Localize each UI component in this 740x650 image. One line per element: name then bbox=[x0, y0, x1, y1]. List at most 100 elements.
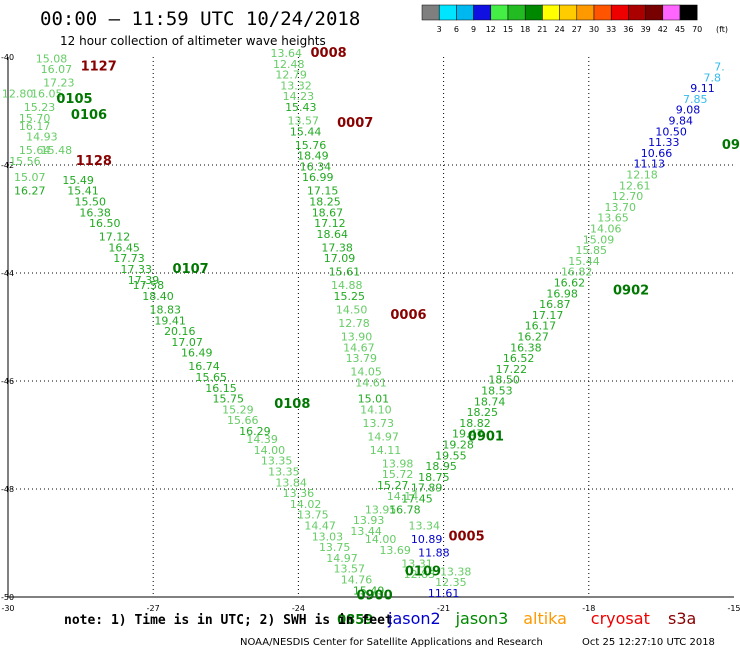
swh-value: 14.97 bbox=[326, 552, 358, 565]
swh-value: 18.64 bbox=[317, 228, 349, 241]
swh-value: 10.66 bbox=[641, 147, 673, 160]
swh-value: 7. bbox=[714, 61, 725, 74]
swh-value: 16.07 bbox=[41, 63, 73, 76]
swh-value: 17.38 bbox=[321, 241, 353, 254]
colorbar-swatch bbox=[559, 4, 578, 21]
swh-value: 14.47 bbox=[304, 520, 336, 533]
swh-value: 13.35 bbox=[261, 455, 293, 468]
swh-value: 16.99 bbox=[302, 171, 334, 184]
colorbar-unit: (ft) bbox=[716, 25, 728, 34]
footer-timestamp: Oct 25 12:27:10 UTC 2018 bbox=[582, 637, 715, 648]
colorbar-label: 33 bbox=[606, 25, 616, 34]
swh-value: 14.00 bbox=[365, 533, 397, 546]
swh-value: 16.82 bbox=[561, 266, 593, 279]
swh-value: 14.06 bbox=[590, 223, 622, 236]
swh-value: 13.75 bbox=[319, 541, 351, 554]
swh-value: 17.45 bbox=[401, 493, 433, 506]
swh-value: 13.65 bbox=[597, 212, 629, 225]
time-label: 0007 bbox=[337, 116, 373, 131]
swh-value: 18.49 bbox=[297, 150, 329, 163]
colorbar-label: 70 bbox=[692, 25, 702, 34]
swh-value: 12.35 bbox=[435, 576, 467, 589]
swh-value: 16.17 bbox=[525, 320, 557, 333]
swh-value: 15.08 bbox=[36, 52, 68, 65]
swh-value: 16.49 bbox=[181, 347, 213, 360]
time-label: 0109 bbox=[405, 564, 441, 579]
time-label: 0006 bbox=[390, 308, 426, 323]
swh-value: 18.40 bbox=[142, 290, 174, 303]
swh-value: 13.34 bbox=[408, 520, 440, 533]
x-tick-label: -27 bbox=[147, 604, 160, 613]
swh-value: 15.43 bbox=[285, 101, 317, 114]
colorbar-swatch bbox=[524, 4, 543, 21]
swh-value: 14.88 bbox=[331, 279, 363, 292]
time-label: 0901 bbox=[468, 429, 504, 444]
colorbar-label: 9 bbox=[471, 25, 476, 34]
swh-value: 15.49 bbox=[62, 174, 94, 187]
swh-value: 14.76 bbox=[341, 574, 373, 587]
swh-value: 13.93 bbox=[353, 514, 385, 527]
colorbar-swatch bbox=[628, 4, 646, 21]
swh-value: 14.14 bbox=[387, 490, 419, 503]
swh-value: 16.38 bbox=[510, 341, 542, 354]
swh-value: 15.65 bbox=[196, 371, 228, 384]
swh-value: 18.53 bbox=[481, 385, 513, 398]
colorbar-swatch bbox=[679, 4, 698, 21]
swh-value: 19.41 bbox=[154, 314, 186, 327]
swh-value: 12.61 bbox=[619, 179, 651, 192]
swh-value: 15.09 bbox=[583, 233, 615, 246]
swh-value: 16.98 bbox=[546, 287, 578, 300]
colorbar-label: 12 bbox=[486, 25, 496, 34]
swh-value: 17.58 bbox=[133, 279, 165, 292]
swh-value: 13.57 bbox=[287, 115, 319, 128]
swh-value: 10.89 bbox=[411, 533, 443, 546]
swh-value: 17.15 bbox=[307, 185, 339, 198]
swh-value: 17.73 bbox=[113, 252, 145, 265]
time-label: 0902 bbox=[613, 284, 649, 299]
swh-value: 16.17 bbox=[19, 120, 51, 133]
swh-value: 15.50 bbox=[75, 196, 107, 209]
swh-value: 14.10 bbox=[360, 403, 392, 416]
colorbar-label: 42 bbox=[658, 25, 668, 34]
chart-title: 00:00 – 11:59 UTC 10/24/2018 bbox=[40, 8, 360, 30]
swh-value: 13.44 bbox=[350, 525, 382, 538]
swh-value: 18.74 bbox=[474, 395, 506, 408]
swh-value: 17.12 bbox=[99, 231, 131, 244]
x-tick-label: -15 bbox=[727, 604, 740, 613]
swh-value: 14.11 bbox=[370, 444, 402, 457]
swh-value: 9.11 bbox=[690, 82, 715, 95]
swh-value: 13.69 bbox=[379, 544, 411, 557]
swh-value: 16.45 bbox=[108, 241, 140, 254]
colorbar-swatch bbox=[421, 4, 440, 21]
swh-value: 16.50 bbox=[89, 217, 121, 230]
swh-value: 11.13 bbox=[634, 158, 666, 171]
swh-value: 18.25 bbox=[309, 196, 341, 209]
swh-value: 16.62 bbox=[554, 277, 586, 290]
colorbar-swatch bbox=[662, 4, 681, 21]
colorbar-label: 3 bbox=[437, 25, 442, 34]
swh-value: 12.48 bbox=[273, 58, 305, 71]
colorbar-label: 21 bbox=[537, 25, 547, 34]
swh-value: 13.70 bbox=[605, 201, 637, 214]
swh-value: 17.07 bbox=[171, 336, 203, 349]
colorbar-swatch bbox=[645, 4, 664, 21]
swh-value: 15.56 bbox=[9, 155, 41, 168]
colorbar-swatch bbox=[610, 4, 629, 21]
plot-area: -30 -27 -24 -21 -18 -15-40-42-44-46-48-5015.0… bbox=[1, 46, 740, 628]
y-tick-label: -44 bbox=[1, 269, 14, 278]
colorbar-label: 45 bbox=[675, 25, 685, 34]
y-tick-label: -46 bbox=[1, 377, 14, 386]
colorbar-label: 15 bbox=[503, 25, 513, 34]
y-tick-label: -42 bbox=[1, 161, 14, 170]
color-scale-bar: 3 6 9 12 15 18 21 24 27 30 33 36 39 42 45 70 (ft) bbox=[421, 4, 728, 34]
swh-value: 18.67 bbox=[312, 206, 344, 219]
swh-value: 15.25 bbox=[333, 290, 365, 303]
time-label: 0005 bbox=[448, 529, 484, 544]
swh-value: 16.15 bbox=[205, 382, 237, 395]
swh-value: 13.73 bbox=[363, 417, 395, 430]
swh-value: 16.52 bbox=[503, 352, 535, 365]
time-label: 0106 bbox=[71, 108, 107, 123]
swh-value: 16.38 bbox=[79, 206, 111, 219]
